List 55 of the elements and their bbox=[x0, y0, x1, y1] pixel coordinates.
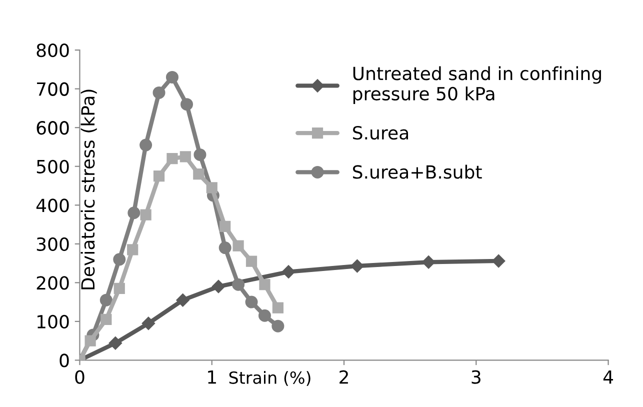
point bbox=[232, 278, 245, 291]
point bbox=[282, 265, 296, 278]
point bbox=[152, 86, 166, 99]
x-tick-label: 3 bbox=[472, 370, 480, 384]
y-tick-label: 600 bbox=[36, 121, 69, 135]
point bbox=[128, 206, 140, 220]
y-axis-title: Deviatoric stress (kPa) bbox=[80, 90, 97, 290]
point bbox=[127, 244, 138, 256]
point bbox=[422, 256, 436, 269]
point bbox=[272, 320, 284, 332]
point bbox=[232, 240, 244, 252]
point bbox=[193, 168, 204, 180]
point bbox=[194, 148, 206, 161]
y-tick-label: 400 bbox=[36, 198, 69, 212]
y-tick-label: 800 bbox=[36, 44, 69, 58]
point bbox=[218, 242, 232, 254]
point bbox=[100, 314, 112, 326]
y-tick-label: 100 bbox=[38, 314, 69, 329]
legend-label: Untreated sand in confining pressure 50 kPa bbox=[353, 66, 601, 104]
point bbox=[176, 294, 190, 307]
point bbox=[142, 316, 156, 330]
x-tick-label: 1 bbox=[208, 370, 216, 384]
x-tick-label: 2 bbox=[340, 370, 348, 384]
y-tick-label: 500 bbox=[36, 160, 69, 174]
point bbox=[350, 259, 364, 273]
point bbox=[166, 70, 178, 84]
y-tick-label: 200 bbox=[36, 276, 69, 290]
point bbox=[114, 282, 125, 294]
y-tick-label: 300 bbox=[36, 237, 69, 252]
legend-label: S.urea bbox=[353, 126, 408, 140]
point bbox=[180, 151, 191, 162]
point bbox=[153, 170, 165, 182]
x-axis-title: Strain (%) bbox=[229, 371, 310, 386]
y-tick-label: 0 bbox=[60, 354, 69, 368]
point bbox=[140, 138, 152, 152]
point bbox=[140, 209, 152, 220]
point bbox=[246, 256, 258, 267]
point bbox=[258, 309, 271, 322]
point bbox=[108, 336, 122, 350]
point bbox=[272, 302, 284, 314]
legend-label: S.urea+B.subt bbox=[353, 164, 482, 179]
point bbox=[206, 182, 218, 194]
point bbox=[113, 253, 126, 266]
point bbox=[84, 335, 96, 346]
point bbox=[220, 220, 231, 232]
point bbox=[259, 279, 270, 290]
point bbox=[245, 296, 258, 308]
point bbox=[100, 294, 112, 306]
point bbox=[492, 254, 506, 268]
point bbox=[180, 98, 194, 111]
point bbox=[212, 280, 226, 294]
y-tick-label: 700 bbox=[37, 82, 69, 96]
x-tick-label: 0 bbox=[75, 370, 84, 384]
x-tick-label: 4 bbox=[603, 370, 614, 384]
point bbox=[166, 153, 178, 164]
